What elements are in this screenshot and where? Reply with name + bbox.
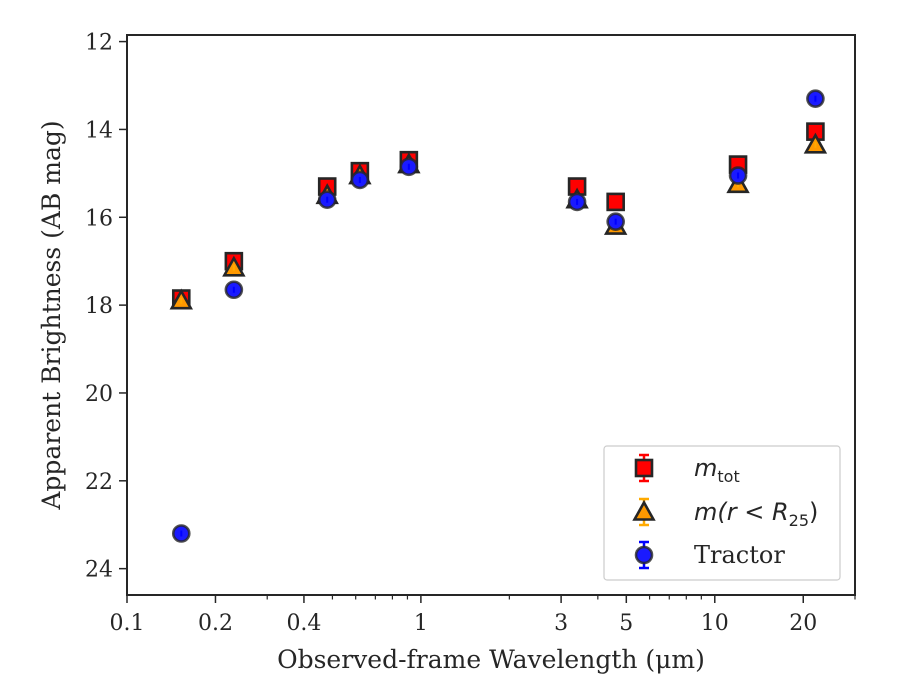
x-axis-ticks: 0.1 0.2 0.4 1 3 5 10 20 xyxy=(110,595,856,636)
y-tick-label: 22 xyxy=(85,470,113,495)
legend-box xyxy=(603,445,841,581)
y-tick-label: 20 xyxy=(85,382,113,407)
x-tick-label: 0.1 xyxy=(110,611,145,636)
x-tick-label: 0.4 xyxy=(286,611,321,636)
legend-label: m(r < R25) xyxy=(694,498,818,530)
y-tick-label: 24 xyxy=(85,558,113,583)
data-points xyxy=(169,89,828,543)
series-triangle xyxy=(169,132,828,310)
legend: mtot m(r < R25) Tractor xyxy=(603,445,841,581)
y-tick-label: 18 xyxy=(85,294,113,319)
x-tick-label: 5 xyxy=(619,611,633,636)
x-tick-label: 20 xyxy=(789,611,817,636)
x-axis-label: Observed-frame Wavelength (μm) xyxy=(277,645,705,674)
y-axis-ticks: 12 14 16 18 20 22 24 xyxy=(85,31,127,583)
y-tick-label: 12 xyxy=(85,31,113,56)
legend-marker-circle xyxy=(634,545,654,565)
legend-label: Tractor xyxy=(694,541,785,569)
plot-frame xyxy=(126,34,856,596)
legend-marker-square xyxy=(634,458,654,478)
legend-label: mtot xyxy=(694,454,740,486)
x-tick-label: 0.2 xyxy=(198,611,233,636)
y-tick-label: 14 xyxy=(85,118,113,143)
series-square xyxy=(171,122,825,308)
series-circle xyxy=(171,89,825,543)
x-tick-label: 10 xyxy=(701,611,729,636)
y-tick-label: 16 xyxy=(85,206,113,231)
x-tick-label: 3 xyxy=(554,611,568,636)
y-axis-label: Apparent Brightness (AB mag) xyxy=(37,120,66,510)
x-tick-label: 1 xyxy=(414,611,428,636)
legend-marker-triangle xyxy=(632,499,656,521)
